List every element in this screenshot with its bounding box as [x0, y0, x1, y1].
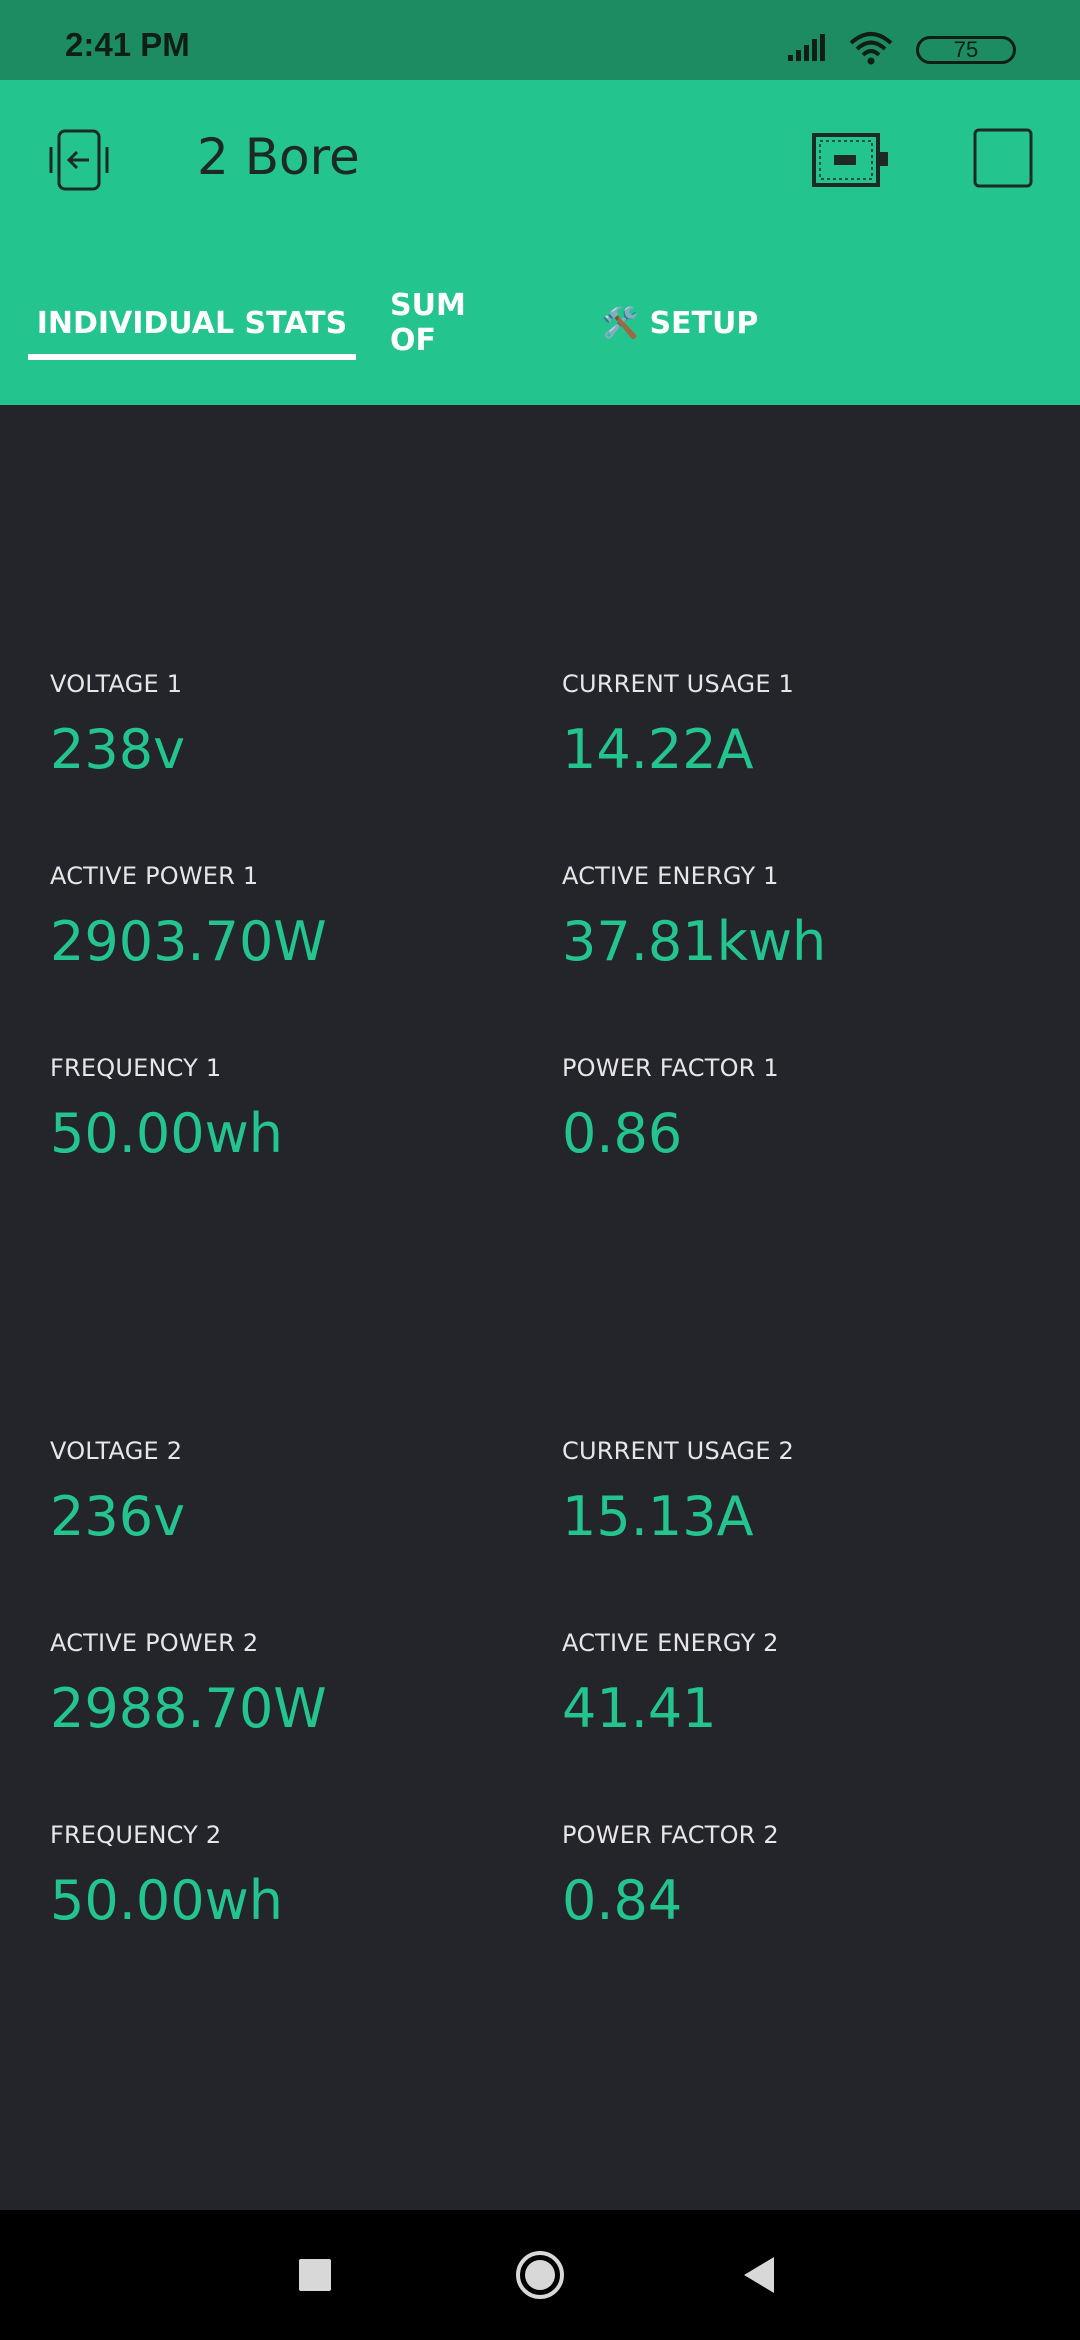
stat-label: POWER FACTOR 2 [562, 1821, 779, 1849]
stat-label: VOLTAGE 2 [50, 1437, 183, 1465]
tab-sum-of[interactable]: SUM OF [390, 285, 520, 361]
stat-active-power-2: ACTIVE POWER 2 2988.70W [50, 1629, 327, 1740]
stat-label: CURRENT USAGE 1 [562, 670, 794, 698]
app-header: 2 Bore INDIVIDUAL STATS SUM OF 🛠️ SETUP [0, 80, 1080, 405]
wifi-icon [848, 31, 894, 69]
tab-individual-stats[interactable]: INDIVIDUAL STATS [28, 285, 356, 361]
stat-value: 236v [50, 1485, 186, 1548]
status-icons: 75 [786, 30, 1016, 70]
stat-value: 14.22A [562, 718, 754, 781]
stat-label: ACTIVE POWER 1 [50, 862, 259, 890]
stat-label: VOLTAGE 1 [50, 670, 183, 698]
home-icon[interactable] [500, 2210, 580, 2340]
signal-icon [786, 33, 826, 67]
stat-active-power-1: ACTIVE POWER 1 2903.70W [50, 862, 327, 973]
stat-label: POWER FACTOR 1 [562, 1054, 779, 1082]
stat-label: CURRENT USAGE 2 [562, 1437, 794, 1465]
tab-label: 🛠️ SETUP [601, 305, 759, 341]
tab-bar: INDIVIDUAL STATS SUM OF 🛠️ SETUP [0, 285, 1080, 365]
stat-value: 50.00wh [50, 1102, 283, 1165]
stat-active-energy-2: ACTIVE ENERGY 2 41.41 [562, 1629, 779, 1740]
stat-value: 2903.70W [50, 910, 327, 973]
tab-label: SUM OF [390, 288, 466, 358]
stat-value: 0.86 [562, 1102, 683, 1165]
stats-content: VOLTAGE 1 238v CURRENT USAGE 1 14.22A AC… [0, 405, 1080, 2210]
status-time: 2:41 PM [65, 26, 190, 63]
stat-value: 0.84 [562, 1869, 683, 1932]
stat-active-energy-1: ACTIVE ENERGY 1 37.81kwh [562, 862, 826, 973]
stat-power-factor-1: POWER FACTOR 1 0.86 [562, 1054, 779, 1165]
stat-value: 15.13A [562, 1485, 754, 1548]
stat-voltage-1: VOLTAGE 1 238v [50, 670, 185, 781]
stat-voltage-2: VOLTAGE 2 236v [50, 1437, 185, 1548]
stat-frequency-2: FREQUENCY 2 50.00wh [50, 1821, 283, 1932]
stat-power-factor-2: POWER FACTOR 2 0.84 [562, 1821, 779, 1932]
square-icon[interactable] [970, 125, 1036, 191]
status-bar: 2:41 PM 75 [0, 0, 1080, 80]
stat-value: 37.81kwh [562, 910, 827, 973]
stat-current-usage-2: CURRENT USAGE 2 15.13A [562, 1437, 794, 1548]
app-title: 2 Bore [197, 128, 360, 186]
exit-icon[interactable] [40, 120, 120, 200]
tab-label: INDIVIDUAL STATS [36, 305, 348, 341]
battery-icon: 75 [916, 36, 1016, 64]
active-tab-indicator [28, 354, 356, 360]
navigation-bar [0, 2210, 1080, 2340]
recents-icon[interactable] [275, 2210, 355, 2340]
stat-value: 2988.70W [50, 1677, 327, 1740]
stat-value: 238v [50, 718, 186, 781]
stat-label: FREQUENCY 2 [50, 1821, 222, 1849]
tab-setup[interactable]: 🛠️ SETUP [580, 285, 780, 361]
stat-value: 41.41 [562, 1677, 717, 1740]
stat-label: ACTIVE POWER 2 [50, 1629, 259, 1657]
stat-current-usage-1: CURRENT USAGE 1 14.22A [562, 670, 794, 781]
stat-label: FREQUENCY 1 [50, 1054, 222, 1082]
stat-label: ACTIVE ENERGY 1 [562, 862, 779, 890]
device-icon[interactable] [810, 125, 890, 195]
stat-label: ACTIVE ENERGY 2 [562, 1629, 779, 1657]
stat-frequency-1: FREQUENCY 1 50.00wh [50, 1054, 283, 1165]
back-icon[interactable] [720, 2210, 800, 2340]
battery-level: 75 [953, 37, 979, 62]
stat-value: 50.00wh [50, 1869, 283, 1932]
